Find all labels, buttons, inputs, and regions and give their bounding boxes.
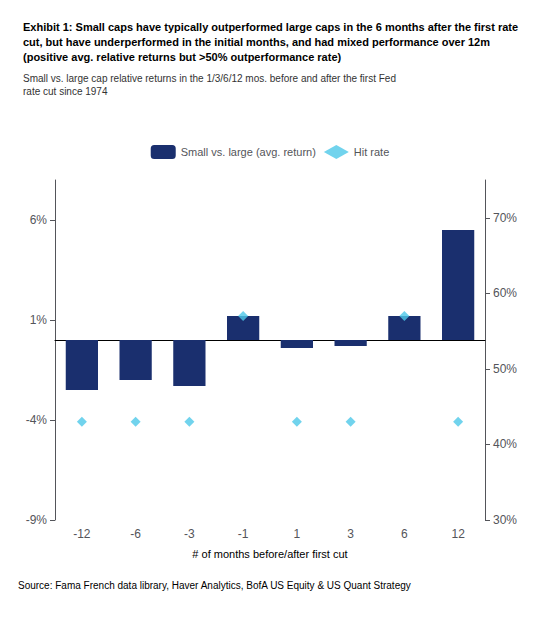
svg-text:3: 3 bbox=[347, 527, 354, 541]
svg-text:40%: 40% bbox=[493, 437, 517, 451]
svg-text:50%: 50% bbox=[493, 362, 517, 376]
svg-text:rate cut since 1974: rate cut since 1974 bbox=[23, 86, 108, 97]
svg-text:12: 12 bbox=[451, 527, 465, 541]
svg-text:60%: 60% bbox=[493, 286, 517, 300]
svg-text:-1: -1 bbox=[238, 527, 249, 541]
svg-text:Source: Fama French data libra: Source: Fama French data library, Haver … bbox=[18, 580, 411, 591]
svg-text:6%: 6% bbox=[30, 213, 48, 227]
svg-text:-9%: -9% bbox=[26, 513, 48, 527]
svg-text:-4%: -4% bbox=[26, 413, 48, 427]
svg-text:(positive avg. relative return: (positive avg. relative returns but >50%… bbox=[23, 51, 342, 63]
svg-text:# of months before/after first: # of months before/after first cut bbox=[192, 548, 347, 560]
svg-text:1%: 1% bbox=[30, 313, 48, 327]
svg-text:Small vs. large cap relative r: Small vs. large cap relative returns in … bbox=[23, 73, 399, 84]
svg-text:-6: -6 bbox=[130, 527, 141, 541]
svg-text:Small vs. large (avg. return): Small vs. large (avg. return) bbox=[181, 146, 316, 158]
svg-text:1: 1 bbox=[294, 527, 301, 541]
svg-text:70%: 70% bbox=[493, 211, 517, 225]
svg-text:-3: -3 bbox=[184, 527, 195, 541]
svg-text:Hit rate: Hit rate bbox=[354, 146, 389, 158]
svg-text:30%: 30% bbox=[493, 513, 517, 527]
svg-text:6: 6 bbox=[401, 527, 408, 541]
svg-text:-12: -12 bbox=[73, 527, 91, 541]
svg-text:cut, but have underperformed i: cut, but have underperformed in the init… bbox=[23, 36, 490, 48]
svg-text:Exhibit 1: Small caps have typ: Exhibit 1: Small caps have typically out… bbox=[23, 21, 518, 33]
